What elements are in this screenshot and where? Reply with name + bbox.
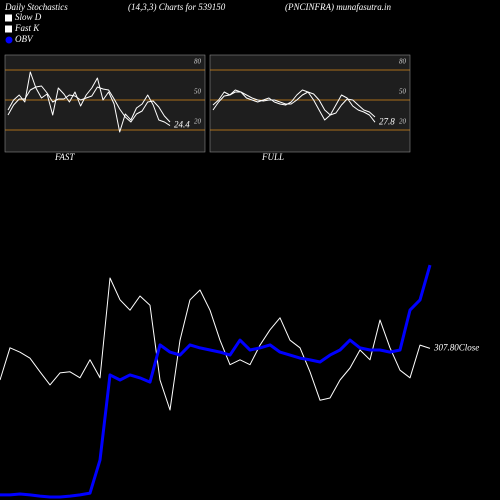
series-line [0,264,432,499]
series-line [7,71,171,133]
y-tick-label: 80 [399,58,407,66]
panel-title: FAST [54,152,75,162]
legend-marker [5,14,12,22]
y-tick-label: 20 [399,118,407,126]
legend-label: OBV [15,34,34,44]
value-label: 24.4 [174,120,190,130]
panel-frame [209,54,411,153]
y-tick-label: 50 [194,88,202,96]
title: Daily Stochastics [4,2,68,12]
series-line [212,89,376,123]
legend-label: Slow D [15,12,42,22]
legend-label: Fast K [14,23,40,33]
y-tick-label: 50 [399,88,407,96]
value-label: 307.80Close [433,342,479,352]
y-tick-label: 20 [194,118,202,126]
panel-title: FULL [261,152,284,162]
series-line [7,85,171,123]
y-tick-label: 80 [194,58,202,66]
legend-marker [5,25,12,33]
panel-frame [4,54,206,153]
title: (14,3,3) Charts for 539150 [128,2,226,12]
legend-marker [5,36,13,44]
title: (PNCINFRA) munafasutra.in [285,2,391,12]
value-label: 27.8 [379,116,395,126]
series-line [0,277,431,411]
